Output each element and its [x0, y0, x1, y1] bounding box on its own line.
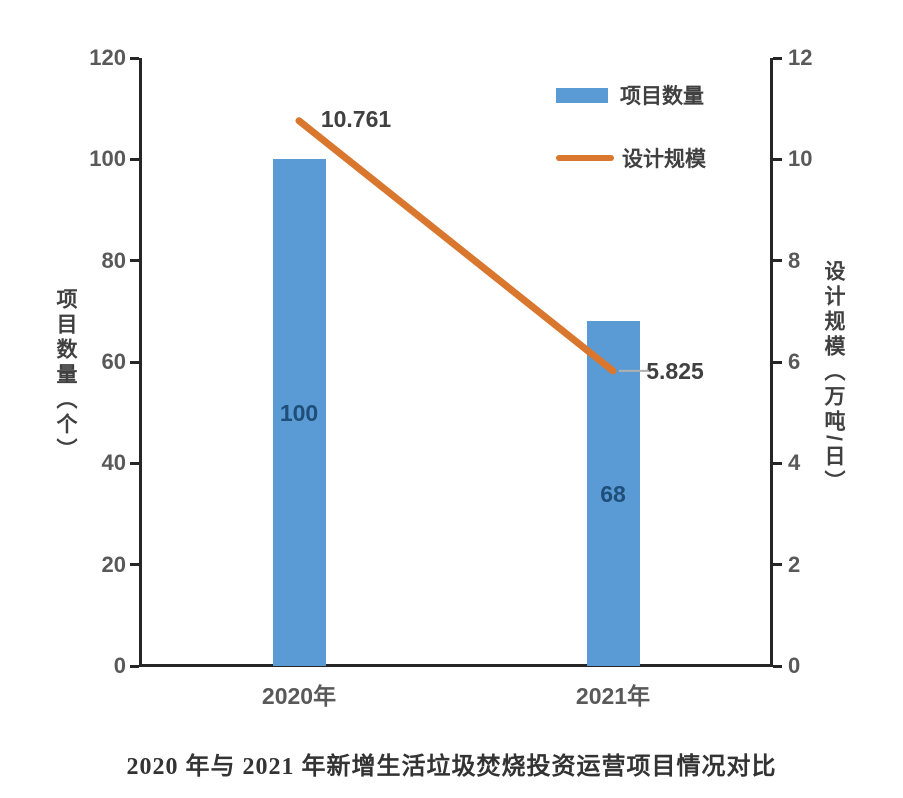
- right-axis-tick: [773, 360, 782, 364]
- right-axis-tick: [773, 157, 782, 161]
- legend-label-line: 设计规模: [622, 148, 706, 171]
- right-axis-tick: [773, 563, 782, 567]
- category-label: 2020年: [261, 683, 337, 709]
- left-axis-tick-label: 60: [101, 349, 126, 374]
- right-axis-tick: [773, 664, 782, 668]
- left-axis-tick-label: 20: [101, 551, 126, 577]
- left-axis-line: [139, 58, 142, 667]
- bar-value-label: 68: [600, 480, 626, 507]
- left-axis-tick: [130, 56, 139, 60]
- left-axis-tick: [130, 563, 139, 567]
- right-axis-tick-label: 8: [788, 247, 801, 273]
- x-axis-line: [139, 664, 773, 667]
- category-label: 2021年: [575, 683, 651, 709]
- left-axis-tick-label: 0: [113, 653, 126, 678]
- bar-swatch-icon: [556, 87, 608, 103]
- left-axis-tick-label: 80: [101, 247, 126, 273]
- left-axis-tick: [130, 157, 139, 161]
- right-axis-tick-label: 2: [788, 551, 801, 577]
- right-axis-tick-label: 0: [788, 653, 801, 678]
- bar: [586, 321, 640, 666]
- legend-item-line: 设计规模: [556, 143, 706, 173]
- right-axis-tick: [773, 259, 782, 263]
- legend-label-bar: 项目数量: [620, 85, 704, 108]
- line-value-label: 5.825: [646, 357, 704, 384]
- bar-value-label: 100: [279, 399, 319, 426]
- left-axis-tick: [130, 461, 139, 465]
- right-axis-title: 设计规模（万吨/日）: [822, 260, 845, 495]
- legend-item-bar: 项目数量: [556, 80, 706, 110]
- line-value-label: 10.761: [320, 105, 392, 132]
- left-axis-tick: [130, 360, 139, 364]
- left-axis-tick: [130, 664, 139, 668]
- right-axis-tick: [773, 56, 782, 60]
- right-axis-tick-label: 6: [788, 349, 801, 374]
- right-axis-tick-label: 10: [788, 146, 813, 172]
- line-swatch-icon: [556, 155, 614, 161]
- left-axis-tick-label: 100: [89, 146, 126, 172]
- right-axis-line: [770, 58, 773, 667]
- legend: 项目数量 设计规模: [556, 80, 706, 173]
- right-axis-tick-label: 12: [788, 45, 813, 70]
- left-axis-tick-label: 120: [89, 45, 126, 70]
- right-axis-tick: [773, 461, 782, 465]
- left-axis-title: 项目数量（个）: [54, 288, 77, 463]
- right-axis-tick-label: 4: [788, 450, 801, 476]
- chart-caption: 2020 年与 2021 年新增生活垃圾焚烧投资运营项目情况对比: [126, 754, 777, 780]
- left-axis-tick: [130, 259, 139, 263]
- left-axis-tick-label: 40: [101, 450, 126, 476]
